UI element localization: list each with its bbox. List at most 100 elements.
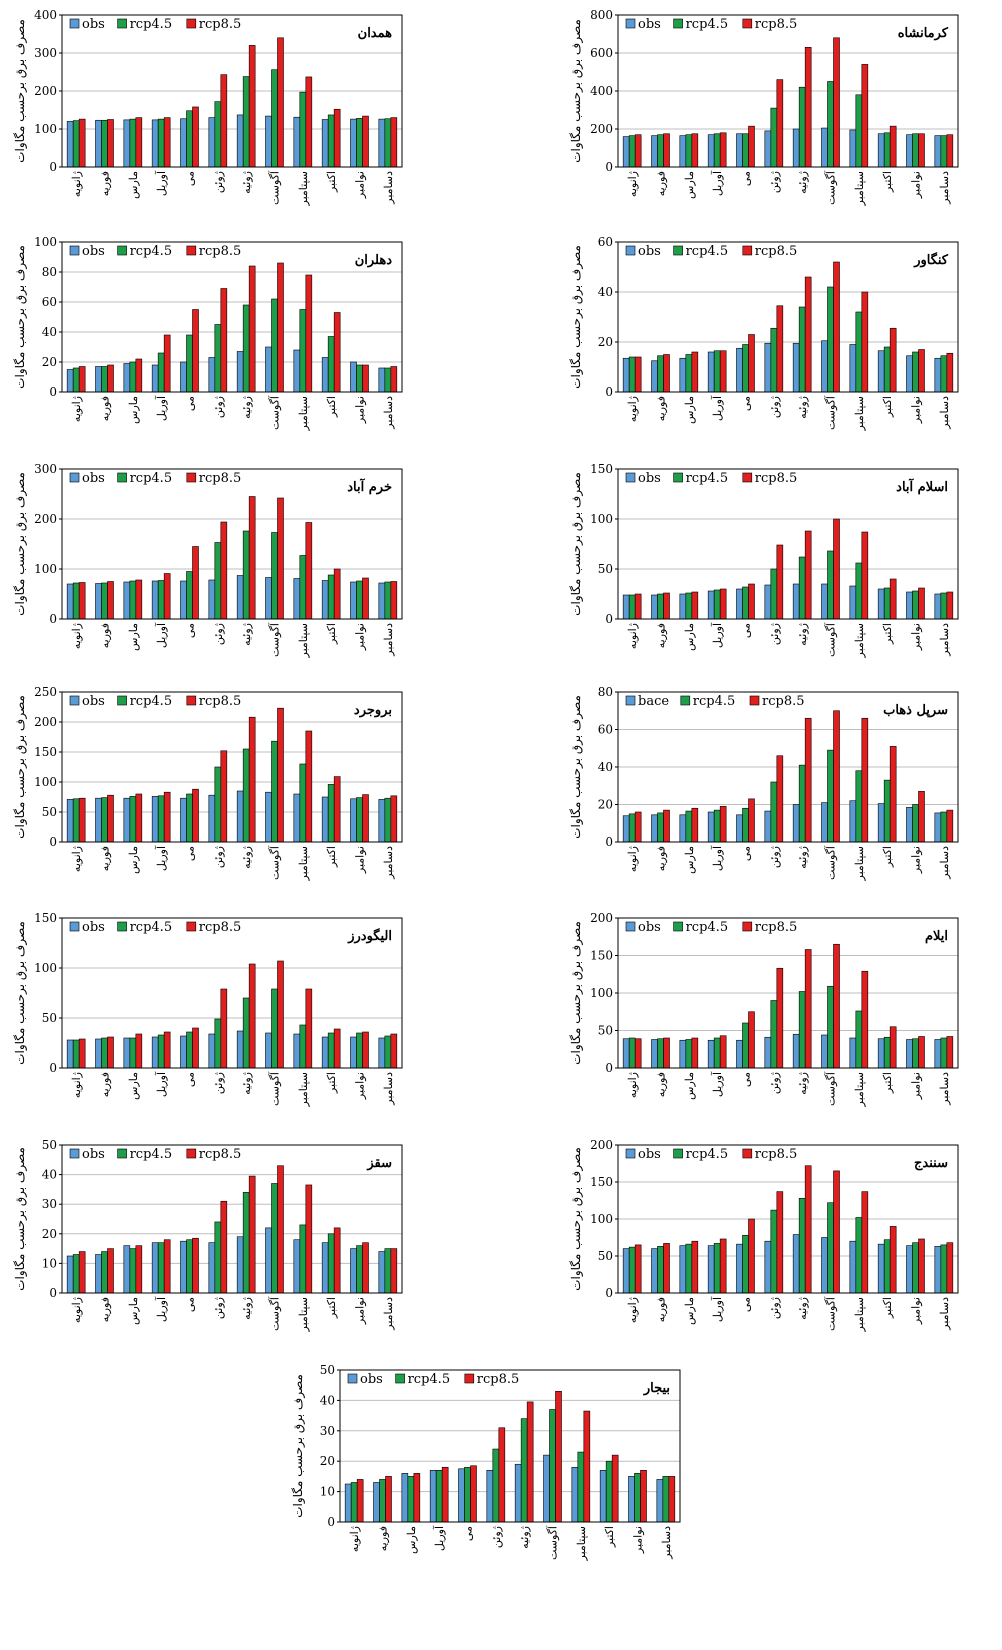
x-tick-label: ژانویه	[626, 846, 639, 872]
x-tick-label: ژوئن	[212, 1072, 225, 1094]
x-tick-label: می	[184, 846, 197, 861]
x-tick-label: نوامبر	[354, 1297, 367, 1325]
bar-obs	[792, 1234, 800, 1294]
y-tick-label: 0	[605, 835, 613, 849]
x-tick-label: ژوئیه	[240, 1072, 253, 1095]
y-tick-label: 0	[49, 160, 57, 174]
bar-rcp8.5	[889, 125, 897, 168]
chart-4: 0 20 40 60 ژانویه فوریه مارس آوریل می ژوئن ژوئیه آگ…	[569, 235, 959, 432]
legend-label-rcp8.5: rcp8.5	[199, 471, 242, 486]
y-tick-label: 0	[605, 612, 613, 626]
bar-rcp8.5	[248, 963, 256, 1069]
bar-rcp8.5	[135, 1033, 143, 1069]
bar-rcp8.5	[861, 64, 869, 168]
x-tick-label: دسامبر	[938, 1297, 951, 1331]
bar-rcp8.5	[889, 327, 897, 393]
bar-obs	[180, 1035, 187, 1069]
bar-rcp8.5	[333, 776, 341, 843]
bar-rcp8.5	[78, 1038, 86, 1069]
legend-label-obs: obs	[638, 1147, 661, 1162]
bar-obs	[265, 115, 272, 168]
x-tick-label: اکتبر	[325, 1072, 338, 1094]
x-tick-label: آوریل	[155, 1071, 168, 1097]
bar-rcp4.5	[101, 1037, 108, 1069]
y-tick-label: 0	[327, 1515, 335, 1529]
legend-swatch-rcp4.5	[117, 695, 127, 706]
legend-swatch-rcp8.5	[186, 18, 197, 29]
x-tick-label: مارس	[127, 846, 140, 874]
bar-obs	[293, 1239, 301, 1294]
bar-obs	[622, 594, 630, 620]
bar-rcp4.5	[742, 1022, 749, 1069]
bar-obs	[123, 797, 131, 843]
y-axis-label: مصرف برق برحسب مگاوات	[13, 695, 27, 839]
x-tick-label: سپتامبر	[575, 1526, 588, 1562]
legend-label-rcp4.5: rcp4.5	[686, 471, 729, 486]
y-tick-label: 0	[49, 835, 57, 849]
bar-bace	[934, 812, 942, 843]
x-tick-label: می	[740, 396, 753, 411]
bar-obs	[486, 1470, 494, 1523]
bar-obs	[293, 116, 301, 168]
bar-rcp4.5	[299, 763, 307, 843]
bar-rcp4.5	[657, 593, 664, 620]
bar-rcp8.5	[946, 134, 954, 168]
x-tick-label: اکتبر	[881, 846, 894, 868]
y-tick-label: 20	[598, 798, 613, 812]
legend-swatch-rcp8.5	[186, 921, 197, 932]
bar-rcp4.5	[883, 587, 891, 620]
bar-rcp4.5	[157, 795, 165, 843]
bar-rcp8.5	[333, 108, 341, 168]
bar-rcp8.5	[498, 1427, 506, 1523]
bar-rcp8.5	[634, 1244, 642, 1294]
x-tick-label: فوریه	[99, 171, 112, 196]
x-tick-label: آوریل	[433, 1525, 446, 1551]
x-tick-label: آوریل	[155, 622, 168, 648]
bar-rcp4.5	[577, 1451, 585, 1523]
bar-rcp4.5	[798, 1197, 806, 1294]
bar-obs	[123, 581, 131, 620]
chart-title: کنگاور	[913, 251, 949, 268]
bar-bace	[821, 802, 828, 843]
legend-label-obs: obs	[82, 17, 105, 32]
y-axis-label: مصرف برق برحسب مگاوات	[569, 19, 583, 163]
legend-label-rcp4.5: rcp4.5	[686, 17, 729, 32]
bar-obs	[321, 1242, 329, 1294]
bar-rcp8.5	[663, 354, 670, 393]
bar-rcp8.5	[362, 115, 369, 168]
bar-rcp8.5	[333, 1227, 341, 1294]
legend-swatch-rcp4.5	[673, 1148, 683, 1159]
x-tick-label: ژوئیه	[240, 623, 253, 646]
bar-rcp8.5	[135, 358, 143, 393]
bar-rcp8.5	[441, 1466, 449, 1523]
bar-obs	[934, 1246, 942, 1294]
bar-rcp4.5	[940, 1244, 948, 1294]
bar-obs	[350, 798, 357, 843]
bar-obs	[151, 796, 159, 843]
x-tick-label: نوامبر	[910, 846, 923, 874]
bar-obs	[906, 355, 913, 393]
bar-rcp4.5	[855, 94, 863, 168]
bar-rcp8.5	[634, 134, 642, 168]
bar-rcp8.5	[946, 591, 954, 620]
bar-obs	[151, 1242, 159, 1294]
bar-obs	[373, 1482, 380, 1523]
bar-rcp8.5	[918, 1036, 925, 1069]
bar-obs	[151, 1036, 159, 1069]
bar-rcp8.5	[861, 531, 869, 620]
bar-rcp8.5	[107, 581, 114, 620]
legend-swatch-rcp8.5	[186, 1148, 197, 1159]
bar-obs	[265, 791, 272, 843]
bar-rcp4.5	[685, 1039, 693, 1069]
legend-label-obs: obs	[82, 920, 105, 935]
y-tick-label: 50	[42, 1138, 57, 1152]
x-tick-label: ژانویه	[626, 171, 639, 197]
bar-obs	[679, 135, 687, 168]
bar-rcp8.5	[135, 117, 143, 168]
legend-label-obs: obs	[638, 471, 661, 486]
bar-obs	[236, 114, 244, 168]
y-tick-label: 40	[42, 1168, 57, 1182]
bar-rcp4.5	[242, 997, 250, 1069]
bar-rcp4.5	[662, 1476, 670, 1523]
legend-label-rcp8.5: rcp8.5	[755, 1147, 798, 1162]
